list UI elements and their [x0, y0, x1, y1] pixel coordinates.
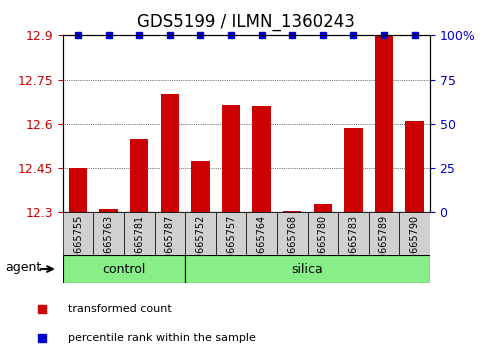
- Bar: [344, 128, 363, 212]
- FancyBboxPatch shape: [63, 212, 93, 255]
- Text: GSM665790: GSM665790: [410, 215, 420, 274]
- Bar: [375, 35, 393, 212]
- Bar: [253, 106, 271, 212]
- Title: GDS5199 / ILMN_1360243: GDS5199 / ILMN_1360243: [137, 13, 355, 32]
- Text: GSM665755: GSM665755: [73, 215, 83, 274]
- Text: GSM665789: GSM665789: [379, 215, 389, 274]
- FancyBboxPatch shape: [399, 212, 430, 255]
- Bar: [99, 210, 118, 212]
- Bar: [313, 204, 332, 212]
- Text: GSM665781: GSM665781: [134, 215, 144, 274]
- Text: transformed count: transformed count: [68, 304, 171, 314]
- FancyBboxPatch shape: [338, 212, 369, 255]
- Text: percentile rank within the sample: percentile rank within the sample: [68, 333, 256, 343]
- Text: GSM665752: GSM665752: [196, 215, 205, 274]
- FancyBboxPatch shape: [369, 212, 399, 255]
- Text: silica: silica: [292, 263, 324, 275]
- Text: GSM665787: GSM665787: [165, 215, 175, 274]
- FancyBboxPatch shape: [308, 212, 338, 255]
- Text: GSM665783: GSM665783: [348, 215, 358, 274]
- FancyBboxPatch shape: [185, 255, 430, 283]
- Text: GSM665780: GSM665780: [318, 215, 328, 274]
- Text: control: control: [102, 263, 146, 275]
- Bar: [130, 139, 148, 212]
- FancyBboxPatch shape: [93, 212, 124, 255]
- Text: agent: agent: [5, 261, 41, 274]
- FancyBboxPatch shape: [185, 212, 216, 255]
- FancyBboxPatch shape: [124, 212, 155, 255]
- Text: GSM665757: GSM665757: [226, 215, 236, 274]
- Bar: [69, 168, 87, 212]
- Bar: [405, 121, 424, 212]
- FancyBboxPatch shape: [63, 255, 185, 283]
- FancyBboxPatch shape: [155, 212, 185, 255]
- FancyBboxPatch shape: [246, 212, 277, 255]
- Bar: [161, 95, 179, 212]
- Text: GSM665768: GSM665768: [287, 215, 297, 274]
- Bar: [222, 105, 240, 212]
- Text: GSM665764: GSM665764: [256, 215, 267, 274]
- FancyBboxPatch shape: [277, 212, 308, 255]
- FancyBboxPatch shape: [216, 212, 246, 255]
- Bar: [191, 161, 210, 212]
- Bar: [283, 211, 301, 212]
- Text: GSM665763: GSM665763: [104, 215, 114, 274]
